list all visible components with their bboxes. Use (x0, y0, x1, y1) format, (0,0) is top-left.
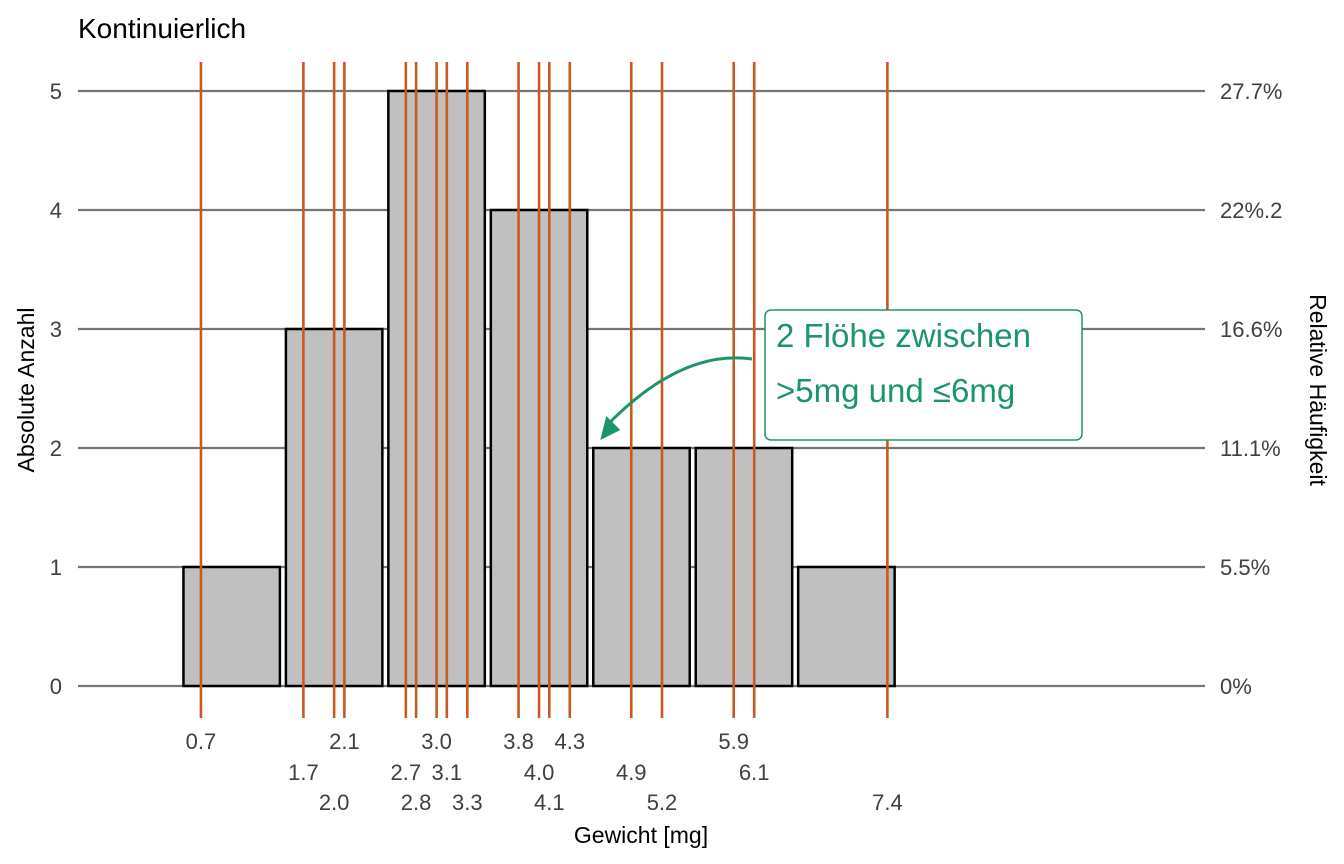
x-axis-title: Gewicht [mg] (574, 822, 708, 848)
y2-tick-label: 11.1% (1220, 436, 1281, 461)
y2-tick-label: 16.6% (1220, 317, 1282, 342)
observation-label: 0.7 (186, 729, 217, 754)
histogram-bar (796, 565, 896, 688)
observation-label: 2.1 (329, 729, 360, 754)
y2-tick-label: 0% (1220, 674, 1252, 699)
observation-label: 4.0 (524, 760, 555, 785)
y2-tick-label: 27.7% (1220, 79, 1282, 104)
y-tick-label: 3 (50, 317, 62, 342)
observation-label: 3.1 (432, 760, 463, 785)
y2-tick-label: 22%.2 (1220, 198, 1282, 223)
observation-label: 1.7 (288, 760, 319, 785)
histogram-bar (694, 446, 794, 688)
observation-label: 2.7 (391, 760, 422, 785)
y-tick-label: 5 (50, 79, 62, 104)
chart-title: Kontinuierlich (78, 13, 246, 44)
y-tick-label: 0 (50, 674, 62, 699)
annotation-arrow-head (600, 416, 621, 440)
y2-tick-label: 5.5% (1220, 555, 1270, 580)
y-axis-left: 0 1 2 3 4 5 (50, 79, 62, 699)
annotation: 2 Flöhe zwischen >5mg und ≤6mg (600, 309, 1083, 441)
y-tick-label: 4 (50, 198, 62, 223)
histogram-bar (182, 565, 282, 688)
observation-label: 4.3 (554, 729, 585, 754)
observation-label: 5.2 (647, 790, 678, 815)
observation-label: 2.8 (401, 790, 432, 815)
y-axis-title: Absolute Anzahl (13, 308, 39, 473)
x-axis-observation-labels: 0.7 1.72.0 2.1 2.7 2.8 3.0 3.1 3.3 3.8 4.0 4.1 4.3 4… (186, 729, 903, 815)
observation-label: 3.8 (503, 729, 534, 754)
y2-axis-title: Relative Häufigkeit (1305, 294, 1331, 486)
observation-label: 2.0 (319, 790, 350, 815)
observation-label: 4.9 (616, 760, 647, 785)
observation-label: 6.1 (739, 760, 770, 785)
observation-lines (199, 62, 889, 718)
observation-label: 5.9 (718, 729, 749, 754)
observation-label: 3.0 (421, 729, 452, 754)
annotation-line-2: >5mg und ≤6mg (776, 372, 1015, 409)
histogram-bar (592, 446, 691, 688)
observation-label: 7.4 (872, 790, 903, 815)
y-tick-label: 1 (50, 555, 62, 580)
observation-label: 3.3 (452, 790, 483, 815)
annotation-line-1: 2 Flöhe zwischen (776, 317, 1031, 354)
observation-label: 4.1 (534, 790, 565, 815)
annotation-arrow (607, 356, 753, 426)
y-tick-label: 2 (50, 436, 62, 461)
annotation-box (764, 309, 1083, 441)
y-axis-right: 0% 5.5% 11.1% 16.6% 22%.2 27.7% (1220, 79, 1282, 699)
